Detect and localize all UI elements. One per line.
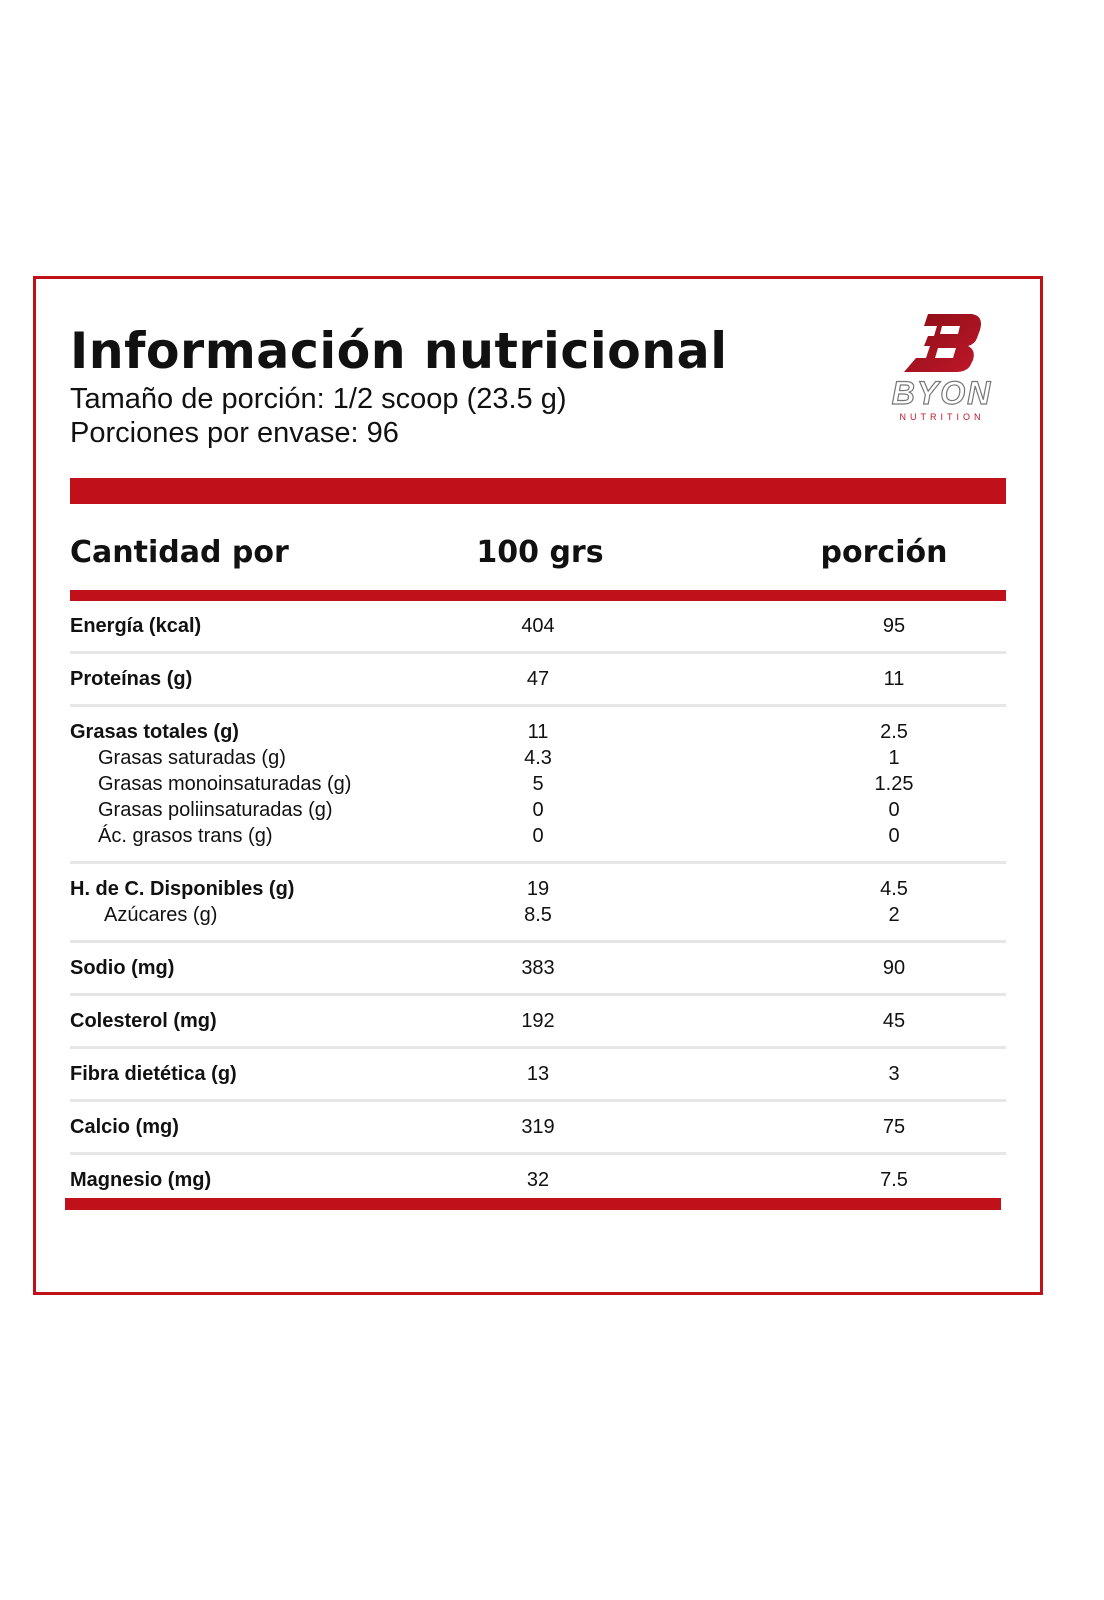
nutrient-label: Calcio (mg) bbox=[70, 1116, 179, 1138]
table-row: Grasas monoinsaturadas (g) 5 1.25 bbox=[70, 771, 1006, 797]
table-row: Magnesio (mg) 32 7.5 bbox=[70, 1167, 1006, 1193]
nutrient-group: Grasas totales (g) 11 2.5 Grasas saturadas … bbox=[70, 707, 1006, 864]
header-col-100g: 100 grs bbox=[476, 535, 604, 570]
header-amount-label: Cantidad por bbox=[70, 535, 289, 570]
nutrient-group: H. de C. Disponibles (g) 19 4.5 Azúcares (g… bbox=[70, 864, 1006, 943]
value-per-portion: 7.5 bbox=[880, 1169, 908, 1191]
value-per-portion: 0 bbox=[888, 825, 900, 847]
header-col-portion: porción bbox=[820, 535, 948, 570]
byon-logo-icon: BYON NUTRITION bbox=[891, 314, 992, 422]
nutrient-group: Colesterol (mg) 192 45 bbox=[70, 996, 1006, 1049]
svg-text:NUTRITION: NUTRITION bbox=[900, 412, 985, 422]
value-per-portion: 11 bbox=[883, 668, 905, 690]
value-per-100g: 4.3 bbox=[524, 747, 552, 769]
nutrient-group: Energía (kcal) 404 95 bbox=[70, 601, 1006, 654]
table-row: Grasas saturadas (g) 4.3 1 bbox=[70, 745, 1006, 771]
table-row: Calcio (mg) 319 75 bbox=[70, 1114, 1006, 1140]
value-per-100g: 11 bbox=[527, 721, 549, 743]
nutrient-group: Fibra dietética (g) 13 3 bbox=[70, 1049, 1006, 1102]
table-row: Grasas totales (g) 11 2.5 bbox=[70, 719, 1006, 745]
value-per-100g: 19 bbox=[526, 878, 550, 900]
nutrient-group: Proteínas (g) 47 11 bbox=[70, 654, 1006, 707]
value-per-100g: 192 bbox=[521, 1010, 555, 1032]
nutrient-label: Magnesio (mg) bbox=[70, 1169, 212, 1191]
value-per-100g: 5 bbox=[532, 773, 544, 795]
value-per-100g: 404 bbox=[521, 615, 555, 637]
nutrient-group: Sodio (mg) 383 90 bbox=[70, 943, 1006, 996]
value-per-portion: 75 bbox=[882, 1116, 906, 1138]
nutrient-table: Energía (kcal) 404 95 Proteínas (g) 47 11 Gras… bbox=[70, 601, 1006, 1205]
table-row: Fibra dietética (g) 13 3 bbox=[70, 1061, 1006, 1087]
value-per-100g: 0 bbox=[532, 799, 544, 821]
value-per-100g: 383 bbox=[521, 957, 555, 979]
nutrient-label: Grasas monoinsaturadas (g) bbox=[98, 773, 352, 795]
value-per-portion: 2 bbox=[888, 904, 900, 926]
nutrient-label: Energía (kcal) bbox=[70, 615, 202, 637]
nutrient-label: Colesterol (mg) bbox=[70, 1010, 217, 1032]
page-title: Información nutricional bbox=[70, 322, 728, 380]
value-per-portion: 45 bbox=[882, 1010, 906, 1032]
nutrient-label: Grasas totales (g) bbox=[70, 721, 239, 743]
table-row: Azúcares (g) 8.5 2 bbox=[70, 902, 1006, 928]
nutrient-label: H. de C. Disponibles (g) bbox=[70, 878, 295, 900]
table-row: Proteínas (g) 47 11 bbox=[70, 666, 1006, 692]
table-row: Sodio (mg) 383 90 bbox=[70, 955, 1006, 981]
header-divider-bar bbox=[70, 590, 1006, 601]
value-per-portion: 90 bbox=[882, 957, 906, 979]
nutrient-group: Magnesio (mg) 32 7.5 bbox=[70, 1155, 1006, 1205]
bottom-divider-bar bbox=[65, 1198, 1001, 1210]
nutrient-label: Grasas poliinsaturadas (g) bbox=[98, 799, 333, 821]
label-frame bbox=[33, 276, 1043, 1295]
table-row: Energía (kcal) 404 95 bbox=[70, 613, 1006, 639]
nutrient-label: Grasas saturadas (g) bbox=[98, 747, 286, 769]
table-row: Ác. grasos trans (g) 0 0 bbox=[70, 823, 1006, 849]
nutrient-group: Calcio (mg) 319 75 bbox=[70, 1102, 1006, 1155]
nutrient-label: Sodio (mg) bbox=[70, 957, 175, 979]
serving-size: Tamaño de porción: 1/2 scoop (23.5 g) bbox=[70, 383, 567, 415]
value-per-100g: 319 bbox=[521, 1116, 555, 1138]
table-row: H. de C. Disponibles (g) 19 4.5 bbox=[70, 876, 1006, 902]
value-per-100g: 47 bbox=[526, 668, 550, 690]
value-per-100g: 13 bbox=[526, 1063, 550, 1085]
brand-logo: BYON NUTRITION bbox=[880, 308, 1005, 428]
nutrient-label: Fibra dietética (g) bbox=[70, 1063, 237, 1085]
table-row: Colesterol (mg) 192 45 bbox=[70, 1008, 1006, 1034]
svg-text:BYON: BYON bbox=[892, 375, 992, 411]
value-per-portion: 2.5 bbox=[880, 721, 908, 743]
nutrient-label: Ác. grasos trans (g) bbox=[98, 825, 273, 847]
value-per-portion: 1 bbox=[888, 747, 900, 769]
value-per-portion: 1.25 bbox=[874, 773, 914, 795]
top-divider-bar bbox=[70, 478, 1006, 504]
value-per-100g: 0 bbox=[532, 825, 544, 847]
value-per-portion: 4.5 bbox=[880, 878, 908, 900]
value-per-portion: 95 bbox=[882, 615, 906, 637]
servings-per-container: Porciones por envase: 96 bbox=[70, 417, 399, 449]
value-per-portion: 3 bbox=[888, 1063, 900, 1085]
nutrient-label: Azúcares (g) bbox=[104, 904, 218, 926]
nutrient-label: Proteínas (g) bbox=[70, 668, 193, 690]
value-per-100g: 32 bbox=[526, 1169, 550, 1191]
value-per-100g: 8.5 bbox=[524, 904, 552, 926]
value-per-portion: 0 bbox=[888, 799, 900, 821]
table-row: Grasas poliinsaturadas (g) 0 0 bbox=[70, 797, 1006, 823]
